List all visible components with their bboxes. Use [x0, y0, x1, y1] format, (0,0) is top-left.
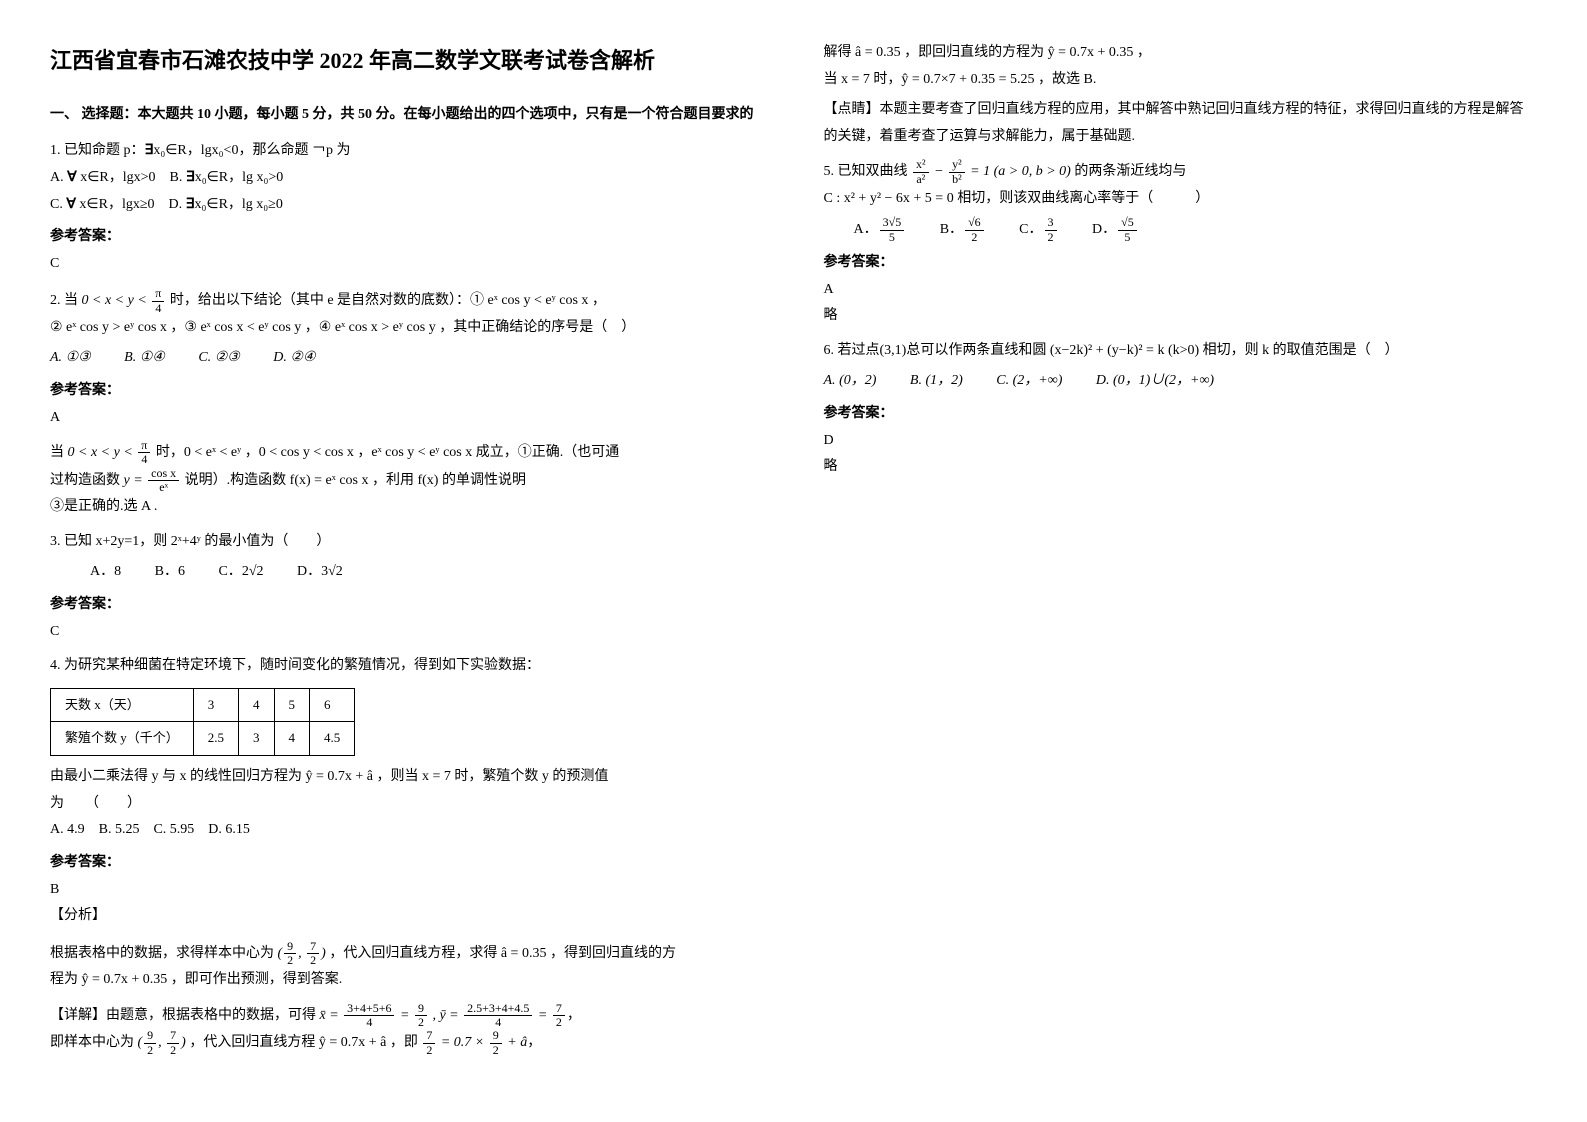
q4-t-r1c2: 3 [193, 688, 238, 722]
q4-t-r2c4: 4 [274, 722, 310, 756]
q3-optA: 8 [114, 564, 121, 579]
q4-detail-e: 当 x = 7 时，ŷ = 0.7×7 + 0.35 = 5.25 ，故选 B. [824, 67, 1538, 94]
q4-t-r2c2: 2.5 [193, 722, 238, 756]
doc-title: 江西省宜春市石滩农技中学 2022 年高二数学文联考试卷含解析 [50, 40, 764, 82]
q1-optC-b: x∈R，lgx≥0 D. [76, 197, 186, 212]
q5-extra: 略 [824, 303, 1538, 330]
question-2: 2. 当 0 < x < y < π4 时，给出以下结论（其中 e 是自然对数的… [50, 287, 764, 520]
q2-stem-a: 2. 当 [50, 293, 82, 308]
q3-optB: 6 [178, 564, 185, 579]
q2-ans: A [50, 405, 764, 432]
q2-optD: ②④ [290, 350, 315, 365]
q1-stem-a: 1. 已知命题 p： [50, 143, 145, 158]
q1-ans-label: 参考答案： [50, 224, 764, 251]
q3-optD: 3√2 [321, 564, 343, 579]
q3-stem: 3. 已知 x+2y=1，则 2ˣ+4ʸ 的最小值为（ ） [50, 529, 764, 556]
table-row: 天数 x（天） 3 4 5 6 [51, 688, 355, 722]
q1-ans: C [50, 251, 764, 278]
q4-t-r1c1: 天数 x（天） [51, 688, 194, 722]
q4-point: 【点睛】本题主要考查了回归直线方程的应用，其中解答中熟记回归直线方程的特征，求得… [824, 97, 1538, 150]
q1-optA-b: x∈R，lgx>0 B. [77, 170, 186, 185]
q6-extra: 略 [824, 454, 1538, 481]
q2-exp-a: 当 [50, 445, 68, 460]
table-row: 繁殖个数 y（千个） 2.5 3 4 4.5 [51, 722, 355, 756]
q4-detail-c: ，代入回归直线方程 ŷ = 0.7x + â ，即 [189, 1035, 421, 1050]
q4-ans-label: 参考答案： [50, 850, 764, 877]
q4-cont-b: 为 （ ） [50, 791, 764, 818]
q4-analysis-label: 【分析】 [50, 903, 764, 930]
q5-stem-b: 的两条渐近线均与 [1074, 164, 1186, 179]
q6-ans-label: 参考答案： [824, 401, 1538, 428]
q6-ans: D [824, 428, 1538, 455]
q3-optC: 2√2 [242, 564, 264, 579]
q4-ans: B [50, 877, 764, 904]
q4-analysis-a: 根据表格中的数据，求得样本中心为 [50, 946, 278, 961]
q2-exp-e: ③是正确的.选 A . [50, 494, 764, 521]
q6-optC: (2，+∞) [1013, 373, 1063, 388]
q4-cont-a: 由最小二乘法得 y 与 x 的线性回归方程为 ŷ = 0.7x + â ，则当 … [50, 764, 764, 791]
question-6: 6. 若过点(3,1)总可以作两条直线和圆 (x−2k)² + (y−k)² =… [824, 338, 1538, 481]
q4-detail-b: 即样本中心为 [50, 1035, 138, 1050]
question-1: 1. 已知命题 p：∃x₀∈R，lgx₀<0，那么命题 ￢p 为 A. ∀ x∈… [50, 138, 764, 277]
q4-t-r2c3: 3 [239, 722, 275, 756]
q2-ans-label: 参考答案： [50, 378, 764, 405]
q5-ans: A [824, 277, 1538, 304]
q2-stem-c: ② eˣ cos y > eʸ cos x ，③ eˣ cos x < eʸ c… [50, 315, 764, 342]
q1-optC-c: x₀∈R，lg x₀≥0 [195, 197, 283, 212]
q5-stem-a: 5. 已知双曲线 [824, 164, 912, 179]
q1-optC-a: C. [50, 197, 66, 212]
q4-table: 天数 x（天） 3 4 5 6 繁殖个数 y（千个） 2.5 3 4 4.5 [50, 688, 355, 756]
q6-optB: (1，2) [925, 373, 962, 388]
q1-optA-a: A. [50, 170, 67, 185]
q2-exp-c: 过构造函数 [50, 473, 124, 488]
q1-stem-b: x₀∈R，lgx₀<0，那么命题 ￢p 为 [153, 143, 350, 158]
q2-optB: ①④ [140, 350, 165, 365]
q6-optA: (0，2) [839, 373, 876, 388]
q4-opts: A. 4.9 B. 5.25 C. 5.95 D. 6.15 [50, 817, 764, 844]
q3-ans-label: 参考答案： [50, 592, 764, 619]
q4-t-r1c5: 6 [310, 688, 355, 722]
q4-t-r1c4: 5 [274, 688, 310, 722]
q4-t-r1c3: 4 [239, 688, 275, 722]
q2-stem-b: 时，给出以下结论（其中 e 是自然对数的底数）：① eˣ cos y < eʸ … [170, 293, 606, 308]
q2-exp-d: 说明）.构造函数 f(x) = eˣ cos x ，利用 f(x) 的单调性说明 [185, 473, 526, 488]
q4-analysis-b: ，代入回归直线方程，求得 â = 0.35 ，得到回归直线的方 [329, 946, 676, 961]
part1-heading: 一、 选择题：本大题共 10 小题，每小题 5 分，共 50 分。在每小题给出的… [50, 102, 764, 129]
question-4: 4. 为研究某种细菌在特定环境下，随时间变化的繁殖情况，得到如下实验数据： 天数… [50, 653, 764, 756]
q4-stem: 4. 为研究某种细菌在特定环境下，随时间变化的繁殖情况，得到如下实验数据： [50, 653, 764, 680]
q6-stem: 6. 若过点(3,1)总可以作两条直线和圆 (x−2k)² + (y−k)² =… [824, 338, 1538, 365]
q3-ans: C [50, 619, 764, 646]
q2-optA: ①③ [66, 350, 91, 365]
q2-optC: ②③ [215, 350, 240, 365]
q4-detail-a: 【详解】由题意，根据表格中的数据，可得 [50, 1008, 320, 1023]
question-3: 3. 已知 x+2y=1，则 2ˣ+4ʸ 的最小值为（ ） A．8 B．6 C．… [50, 529, 764, 645]
q5-stem-c: C : x² + y² − 6x + 5 = 0 相切，则该双曲线离心率等于（ … [824, 186, 1538, 213]
q4-t-r2c1: 繁殖个数 y（千个） [51, 722, 194, 756]
q4-detail-d: 解得 â = 0.35 ，即回归直线的方程为 ŷ = 0.7x + 0.35 ， [824, 40, 1538, 67]
q1-optA-c: x₀∈R，lg x₀>0 [195, 170, 284, 185]
q4-analysis-c: 程为 ŷ = 0.7x + 0.35 ，即可作出预测，得到答案. [50, 967, 764, 994]
question-5: 5. 已知双曲线 x²a² − y²b² = 1 (a > 0, b > 0) … [824, 158, 1538, 329]
q2-exp-b: 时，0 < eˣ < eʸ ，0 < cos y < cos x ，eˣ cos… [156, 445, 619, 460]
q6-optD: (0，1)∪(2，+∞) [1113, 373, 1214, 388]
q4-t-r2c5: 4.5 [310, 722, 355, 756]
q5-ans-label: 参考答案： [824, 250, 1538, 277]
